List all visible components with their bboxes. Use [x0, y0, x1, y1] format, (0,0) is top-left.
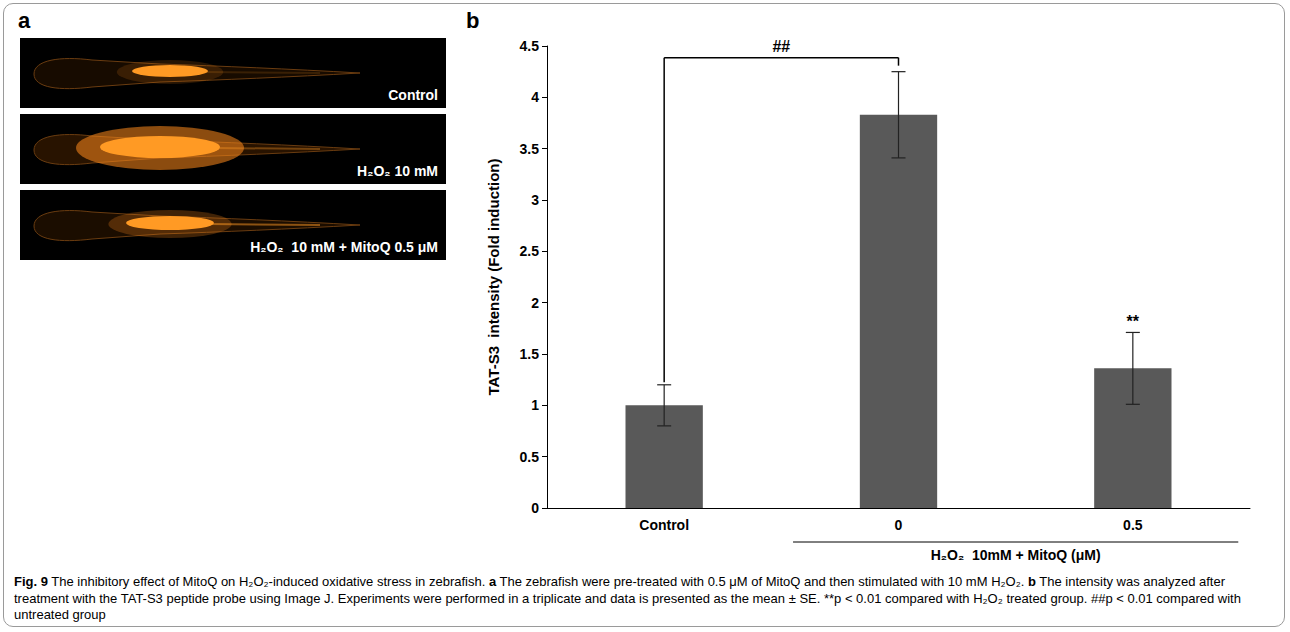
html-text:H₂O₂ 10 mM: H₂O₂ 10 mM [357, 163, 438, 179]
svg-text:2.5: 2.5 [520, 243, 540, 259]
svg-text:3.5: 3.5 [520, 141, 540, 157]
svg-text:0.5: 0.5 [1123, 517, 1143, 533]
svg-text:4.5: 4.5 [520, 38, 540, 54]
html-text:Control: Control [388, 87, 438, 103]
svg-text:0: 0 [895, 517, 903, 533]
svg-text:Control: Control [639, 517, 689, 533]
html-text:Fig. 9 The inhibitory effect o: Fig. 9 The inhibitory effect of MitoQ on… [14, 574, 1241, 622]
html-text:b: b [466, 8, 480, 33]
html-text:a: a [18, 8, 31, 33]
svg-text:1.5: 1.5 [520, 346, 540, 362]
svg-text:##: ## [772, 38, 790, 55]
svg-text:1: 1 [531, 397, 539, 413]
html-text:H₂O₂ 10 mM + MitoQ 0.5 μM: H₂O₂ 10 mM + MitoQ 0.5 μM [250, 239, 438, 255]
svg-text:TAT-S3 intensity (Fold induct: TAT-S3 intensity (Fold induction) [485, 159, 502, 396]
svg-text:H₂O₂ 10mM + MitoQ (μM): H₂O₂ 10mM + MitoQ (μM) [931, 547, 1101, 563]
svg-text:0: 0 [531, 500, 539, 516]
svg-text:**: ** [1127, 313, 1140, 330]
svg-text:4: 4 [531, 89, 539, 105]
svg-text:3: 3 [531, 192, 539, 208]
svg-text:2: 2 [531, 295, 539, 311]
svg-text:0.5: 0.5 [520, 449, 540, 465]
